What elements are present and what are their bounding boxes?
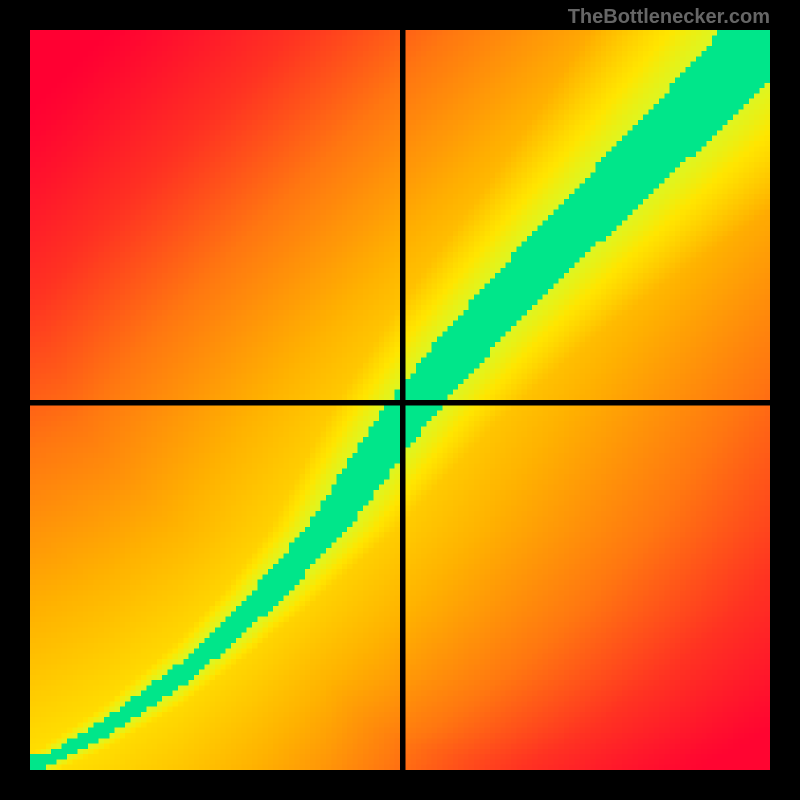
bottleneck-heatmap (30, 30, 770, 770)
watermark-text: TheBottlenecker.com (568, 6, 770, 29)
chart-container: TheBottlenecker.com (0, 0, 800, 800)
